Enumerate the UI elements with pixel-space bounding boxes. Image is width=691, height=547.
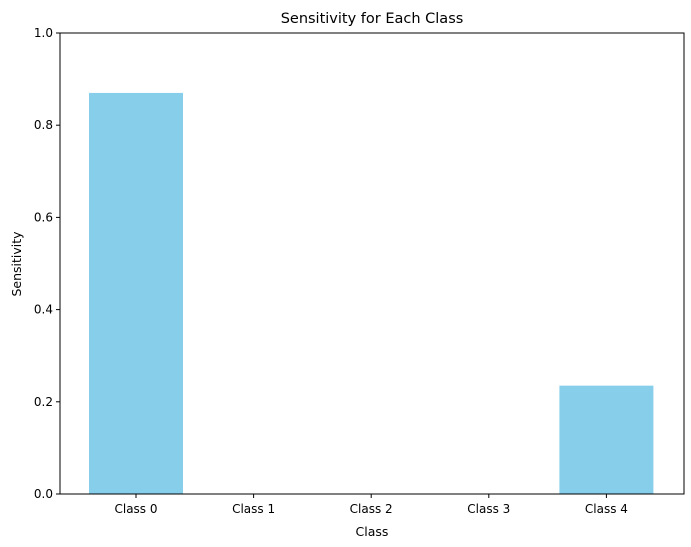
axes-group	[59, 32, 685, 495]
x-tick-label: Class 3	[467, 502, 510, 516]
x-tick-label: Class 1	[232, 502, 275, 516]
bar-class-0	[89, 92, 183, 495]
x-tick-label: Class 2	[350, 502, 393, 516]
x-ticks-group: Class 0 Class 1 Class 2 Class 3 Class 4	[114, 494, 628, 516]
y-tick-label: 0.8	[34, 118, 53, 132]
plot-frame	[59, 32, 685, 495]
x-tick-label: Class 0	[114, 502, 157, 516]
y-axis-label: Sensitivity	[9, 231, 24, 297]
y-tick-label: 1.0	[34, 26, 53, 40]
x-axis-label: Class	[356, 524, 389, 539]
bar-class-4	[559, 385, 654, 494]
chart-title: Sensitivity for Each Class	[281, 11, 464, 27]
bars-group	[89, 92, 654, 495]
y-tick-label: 0.6	[34, 210, 53, 224]
y-tick-label: 0.4	[34, 303, 53, 317]
y-ticks-group: 0.0 0.2 0.4 0.6 0.8 1.0	[34, 26, 60, 501]
x-tick-label: Class 4	[585, 502, 628, 516]
y-tick-label: 0.0	[34, 487, 53, 501]
y-tick-label: 0.2	[34, 395, 53, 409]
